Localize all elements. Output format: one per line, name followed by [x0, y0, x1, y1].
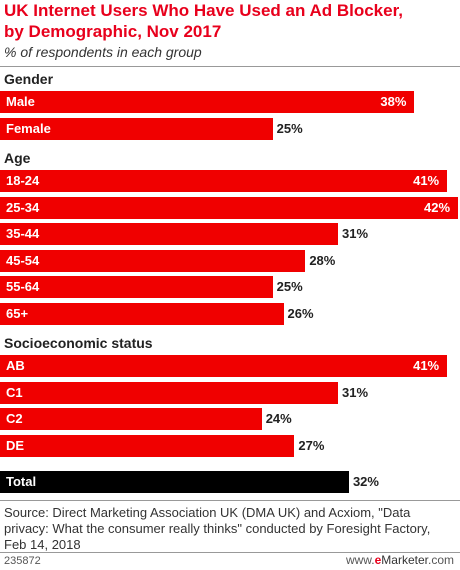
- site-credit[interactable]: www.eMarketer.com: [346, 553, 454, 567]
- bar-chart: Gender Male 38% Female 25% Age 18-24 41% 25-34 42…: [0, 69, 460, 499]
- bar-total: [0, 471, 349, 493]
- value-label-c2: 24%: [265, 411, 292, 426]
- bar-35-44: [0, 223, 339, 245]
- group-label-age: Age: [4, 150, 31, 166]
- bar-label-35-44: 35-44: [6, 226, 40, 241]
- bar-45-54: [0, 249, 306, 272]
- bar-55-64: [0, 276, 273, 298]
- value-label-ab: 41%: [413, 358, 440, 373]
- value-label-18-24: 41%: [413, 173, 440, 188]
- bar-label-18-24: 18-24: [6, 173, 40, 188]
- source-note: Source: Direct Marketing Association UK …: [4, 505, 431, 552]
- value-label-female: 25%: [276, 120, 303, 136]
- value-label-c1: 31%: [342, 384, 369, 400]
- bar-65-: [0, 302, 284, 325]
- bar-c2: [0, 408, 262, 430]
- value-label-male: 38%: [380, 94, 407, 109]
- bar-18-24: [0, 170, 448, 192]
- site-domain-prefix: www.: [345, 553, 375, 567]
- bottom-divider: [0, 500, 460, 501]
- bar-label-de: DE: [6, 437, 25, 453]
- value-label-65-: 26%: [287, 305, 314, 321]
- top-divider: [0, 66, 460, 67]
- value-label-55-64: 25%: [276, 279, 303, 294]
- bar-label-65-: 65+: [6, 305, 29, 321]
- bar-label-total: Total: [6, 474, 37, 489]
- bar-male: [0, 91, 415, 113]
- bar-label-female: Female: [6, 120, 51, 136]
- bar-label-ab: AB: [6, 358, 25, 373]
- chart-subtitle: % of respondents in each group: [4, 44, 202, 60]
- chart-title-line-1: UK Internet Users Who Have Used an Ad Bl…: [4, 1, 403, 20]
- bar-label-55-64: 55-64: [6, 279, 40, 294]
- bar-label-c1: C1: [6, 384, 23, 400]
- bar-female: [0, 117, 273, 140]
- site-brand-rest: Marketer: [381, 553, 428, 567]
- bar-c1: [0, 381, 339, 404]
- site-brand-letter: e: [374, 553, 382, 567]
- bar-de: [0, 434, 295, 457]
- bar-ab: [0, 355, 448, 377]
- site-domain-suffix: .com: [427, 553, 454, 567]
- chart-title-line-2: by Demographic, Nov 2017: [4, 22, 222, 41]
- group-label-gender: Gender: [4, 71, 54, 87]
- bar-25-34: [0, 196, 458, 219]
- bar-label-c2: C2: [6, 411, 23, 426]
- value-label-de: 27%: [298, 437, 325, 453]
- bar-label-25-34: 25-34: [6, 199, 40, 215]
- chart-id: 235872: [4, 555, 41, 567]
- footer-divider: [0, 552, 460, 553]
- value-label-45-54: 28%: [309, 252, 336, 268]
- group-label-socioeconomic-status: Socioeconomic status: [4, 335, 153, 351]
- value-label-35-44: 31%: [342, 226, 369, 241]
- chart-title: UK Internet Users Who Have Used an Ad Bl…: [4, 0, 454, 42]
- bar-label-male: Male: [6, 94, 35, 109]
- value-label-25-34: 42%: [424, 199, 451, 215]
- value-label-total: 32%: [352, 474, 379, 489]
- bar-label-45-54: 45-54: [6, 252, 40, 268]
